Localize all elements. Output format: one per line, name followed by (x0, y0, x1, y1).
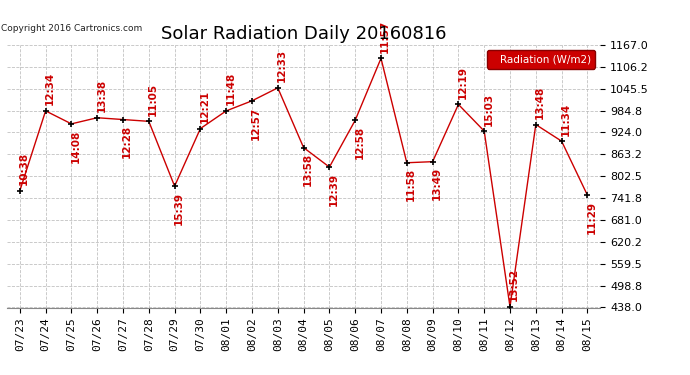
Title: Solar Radiation Daily 20160816: Solar Radiation Daily 20160816 (161, 26, 446, 44)
Legend: Radiation (W/m2): Radiation (W/m2) (487, 50, 595, 69)
Text: 11:05: 11:05 (148, 82, 158, 116)
Text: 12:33: 12:33 (277, 49, 287, 82)
Text: 12:39: 12:39 (328, 172, 339, 206)
Text: 15:03: 15:03 (484, 92, 493, 126)
Text: 12:58: 12:58 (355, 126, 364, 159)
Text: 11:48: 11:48 (226, 72, 235, 105)
Text: 12:57: 12:57 (251, 106, 262, 140)
Text: 11:58: 11:58 (406, 168, 416, 201)
Text: 11:29: 11:29 (586, 201, 597, 234)
Text: 13:52: 13:52 (509, 268, 519, 301)
Text: 15:39: 15:39 (174, 192, 184, 225)
Text: 13:48: 13:48 (535, 86, 545, 119)
Text: 13:49: 13:49 (432, 167, 442, 200)
Text: 11:34: 11:34 (561, 102, 571, 136)
Text: Copyright 2016 Cartronics.com: Copyright 2016 Cartronics.com (1, 24, 142, 33)
Text: 14:08: 14:08 (70, 129, 81, 163)
Text: 12:34: 12:34 (45, 72, 55, 105)
Text: 13:38: 13:38 (97, 79, 106, 112)
Text: 12:19: 12:19 (457, 66, 468, 99)
Text: 12:28: 12:28 (122, 125, 132, 158)
Text: 13:58: 13:58 (303, 153, 313, 186)
Text: 10:38: 10:38 (19, 152, 29, 185)
Text: 11:57: 11:57 (380, 20, 390, 53)
Text: 12:21: 12:21 (199, 90, 210, 123)
